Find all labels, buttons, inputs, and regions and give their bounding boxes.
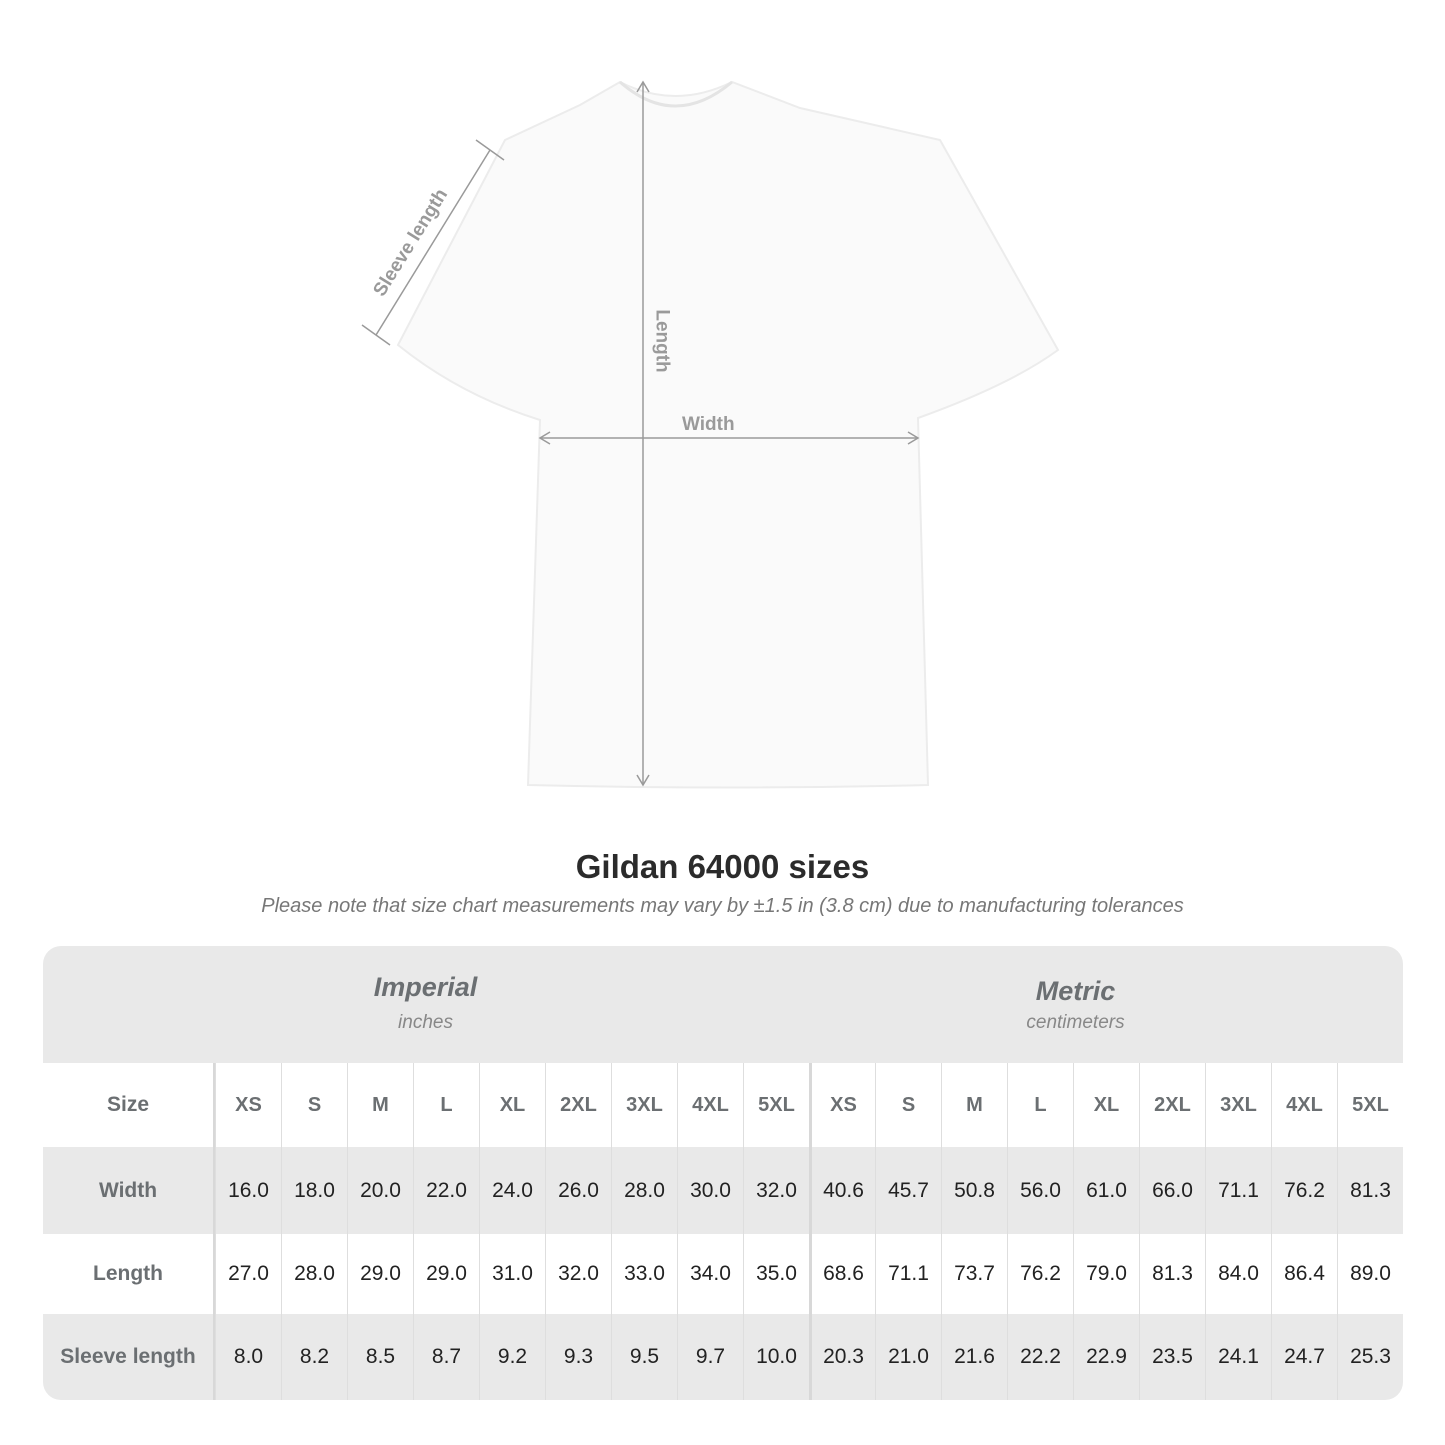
imperial-value-cell: 27.0 bbox=[215, 1234, 281, 1314]
size-header-cell: 2XL bbox=[545, 1063, 611, 1147]
size-header-cell: 5XL bbox=[1337, 1063, 1403, 1147]
metric-value-cell: 45.7 bbox=[875, 1147, 941, 1234]
size-header-cell: 4XL bbox=[677, 1063, 743, 1147]
imperial-value-cell: 29.0 bbox=[347, 1234, 413, 1314]
size-header-cell: L bbox=[413, 1063, 479, 1147]
size-header-cell: S bbox=[281, 1063, 347, 1147]
size-header-cell: 2XL bbox=[1139, 1063, 1205, 1147]
sleeve-arrow bbox=[375, 149, 491, 336]
imperial-value-cell: 34.0 bbox=[677, 1234, 743, 1314]
metric-value-cell: 71.1 bbox=[875, 1234, 941, 1314]
size-header-cell: S bbox=[875, 1063, 941, 1147]
imperial-value-cell: 20.0 bbox=[347, 1147, 413, 1234]
size-header-cell: XL bbox=[1073, 1063, 1139, 1147]
imperial-value-cell: 9.5 bbox=[611, 1314, 677, 1400]
size-header-cell: 4XL bbox=[1271, 1063, 1337, 1147]
table-row: Length 27.0 28.0 29.0 29.0 31.0 32.0 33.0 34.0 35… bbox=[43, 1234, 1403, 1314]
size-header-cell: 3XL bbox=[611, 1063, 677, 1147]
metric-value-cell: 61.0 bbox=[1073, 1147, 1139, 1234]
row-label: Sleeve length bbox=[43, 1314, 215, 1400]
imperial-value-cell: 26.0 bbox=[545, 1147, 611, 1234]
table-row: Width 16.0 18.0 20.0 22.0 24.0 26.0 28.0 30.0 32.… bbox=[43, 1147, 1403, 1234]
size-header-cell: XS bbox=[809, 1063, 875, 1147]
imperial-value-cell: 29.0 bbox=[413, 1234, 479, 1314]
metric-value-cell: 81.3 bbox=[1337, 1147, 1403, 1234]
width-label: Width bbox=[682, 414, 735, 435]
imperial-value-cell: 35.0 bbox=[743, 1234, 809, 1314]
page-title: Gildan 64000 sizes bbox=[575, 848, 870, 885]
size-header-cell: M bbox=[941, 1063, 1007, 1147]
metric-unit: centimeters bbox=[1026, 1012, 1125, 1033]
row-label: Width bbox=[43, 1147, 215, 1234]
size-header-cell: XL bbox=[479, 1063, 545, 1147]
imperial-value-cell: 8.5 bbox=[347, 1314, 413, 1400]
metric-value-cell: 25.3 bbox=[1337, 1314, 1403, 1400]
imperial-title: Imperial bbox=[373, 972, 478, 1002]
size-header-cell: 3XL bbox=[1205, 1063, 1271, 1147]
metric-value-cell: 50.8 bbox=[941, 1147, 1007, 1234]
metric-value-cell: 81.3 bbox=[1139, 1234, 1205, 1314]
metric-value-cell: 40.6 bbox=[809, 1147, 875, 1234]
size-header-row: Size XS S M L XL 2XL 3XL 4XL 5XL XS S M L XL 2XL 3XL 4XL 5… bbox=[43, 1063, 1403, 1147]
imperial-value-cell: 9.3 bbox=[545, 1314, 611, 1400]
length-label: Length bbox=[651, 309, 673, 373]
size-header-cell: M bbox=[347, 1063, 413, 1147]
metric-value-cell: 22.2 bbox=[1007, 1314, 1073, 1400]
metric-title: Metric bbox=[1035, 976, 1116, 1006]
imperial-value-cell: 32.0 bbox=[743, 1147, 809, 1234]
size-header-cell: 5XL bbox=[743, 1063, 809, 1147]
metric-value-cell: 76.2 bbox=[1007, 1234, 1073, 1314]
imperial-value-cell: 22.0 bbox=[413, 1147, 479, 1234]
metric-value-cell: 56.0 bbox=[1007, 1147, 1073, 1234]
metric-value-cell: 23.5 bbox=[1139, 1314, 1205, 1400]
metric-value-cell: 89.0 bbox=[1337, 1234, 1403, 1314]
metric-value-cell: 68.6 bbox=[809, 1234, 875, 1314]
size-header-cell: L bbox=[1007, 1063, 1073, 1147]
size-header-cell: XS bbox=[215, 1063, 281, 1147]
metric-value-cell: 79.0 bbox=[1073, 1234, 1139, 1314]
imperial-unit: inches bbox=[398, 1012, 453, 1033]
imperial-value-cell: 18.0 bbox=[281, 1147, 347, 1234]
row-label: Size bbox=[43, 1063, 215, 1147]
metric-value-cell: 21.0 bbox=[875, 1314, 941, 1400]
metric-header: Metric centimeters bbox=[808, 946, 1403, 1063]
imperial-value-cell: 31.0 bbox=[479, 1234, 545, 1314]
size-table: Imperial inches Metric centimeters Size X… bbox=[43, 946, 1403, 1400]
metric-value-cell: 73.7 bbox=[941, 1234, 1007, 1314]
metric-value-cell: 22.9 bbox=[1073, 1314, 1139, 1400]
imperial-value-cell: 9.2 bbox=[479, 1314, 545, 1400]
metric-value-cell: 84.0 bbox=[1205, 1234, 1271, 1314]
imperial-value-cell: 8.0 bbox=[215, 1314, 281, 1400]
imperial-value-cell: 28.0 bbox=[611, 1147, 677, 1234]
imperial-value-cell: 24.0 bbox=[479, 1147, 545, 1234]
imperial-value-cell: 10.0 bbox=[743, 1314, 809, 1400]
metric-value-cell: 86.4 bbox=[1271, 1234, 1337, 1314]
tolerance-note: Please note that size chart measurements… bbox=[261, 895, 1184, 917]
tshirt-illustration bbox=[361, 80, 1060, 789]
metric-value-cell: 71.1 bbox=[1205, 1147, 1271, 1234]
table-row: Sleeve length 8.0 8.2 8.5 8.7 9.2 9.3 9.5 9.7 10.… bbox=[43, 1314, 1403, 1400]
metric-value-cell: 24.1 bbox=[1205, 1314, 1271, 1400]
imperial-value-cell: 9.7 bbox=[677, 1314, 743, 1400]
row-label: Length bbox=[43, 1234, 215, 1314]
imperial-value-cell: 16.0 bbox=[215, 1147, 281, 1234]
metric-value-cell: 76.2 bbox=[1271, 1147, 1337, 1234]
imperial-value-cell: 32.0 bbox=[545, 1234, 611, 1314]
metric-value-cell: 24.7 bbox=[1271, 1314, 1337, 1400]
imperial-value-cell: 28.0 bbox=[281, 1234, 347, 1314]
imperial-header: Imperial inches bbox=[43, 946, 808, 1063]
metric-value-cell: 20.3 bbox=[809, 1314, 875, 1400]
imperial-value-cell: 8.2 bbox=[281, 1314, 347, 1400]
imperial-value-cell: 8.7 bbox=[413, 1314, 479, 1400]
metric-value-cell: 21.6 bbox=[941, 1314, 1007, 1400]
imperial-value-cell: 30.0 bbox=[677, 1147, 743, 1234]
imperial-value-cell: 33.0 bbox=[611, 1234, 677, 1314]
metric-value-cell: 66.0 bbox=[1139, 1147, 1205, 1234]
